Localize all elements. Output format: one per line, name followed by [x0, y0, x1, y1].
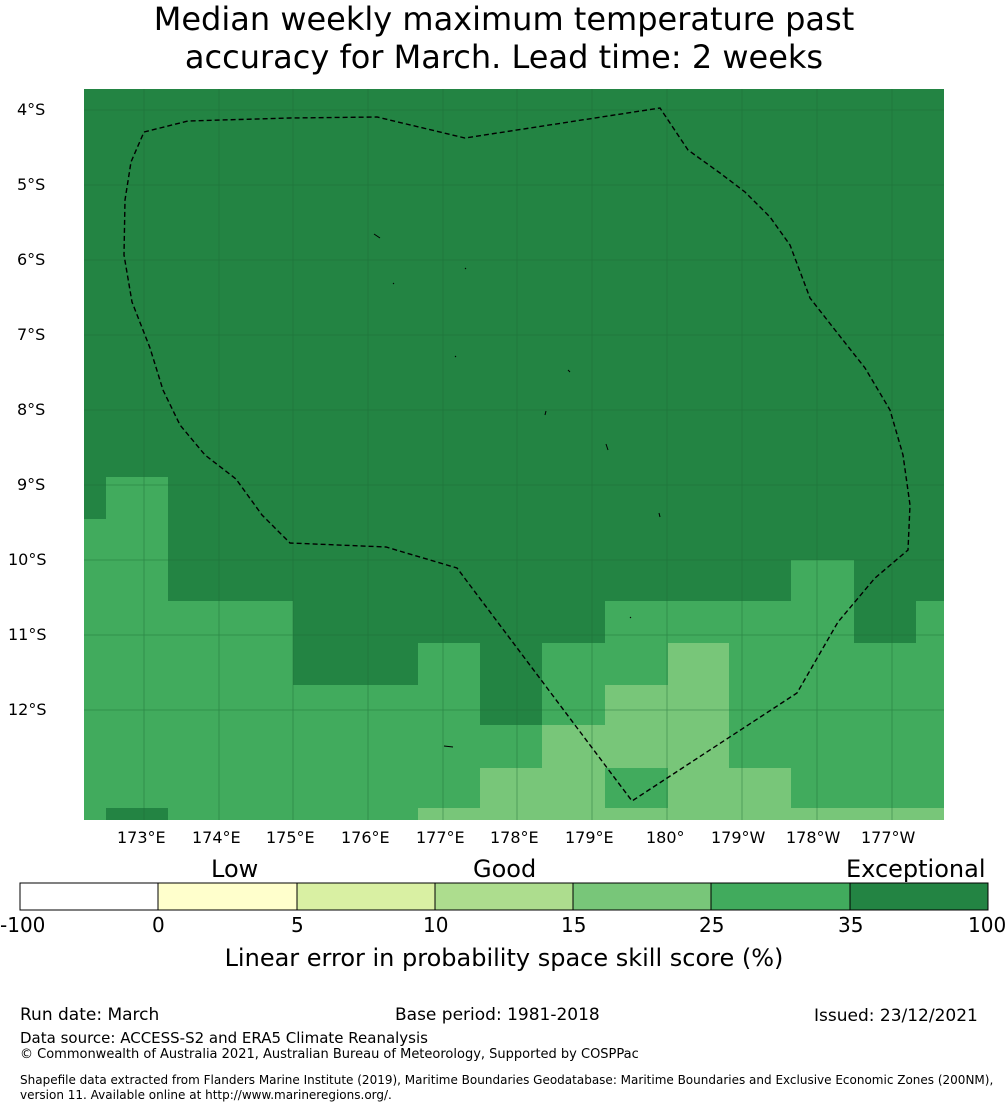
colorbar-frame [19, 882, 989, 911]
lon-label: 179°W [711, 828, 766, 847]
lat-label: 9°S [17, 475, 46, 494]
island-outline [567, 369, 571, 373]
island-outline [454, 355, 457, 358]
colorbar-segment [711, 883, 850, 910]
lon-label: 177°E [416, 828, 465, 847]
map-title-line-1: Median weekly maximum temperature past [153, 0, 855, 38]
skill-cell-dark [106, 808, 168, 820]
lat-label: 8°S [17, 400, 46, 419]
island-outline [544, 410, 547, 416]
island-outline [605, 443, 609, 451]
lat-label: 12°S [8, 700, 47, 719]
shapefile-credit-line-2: version 11. Available online at http://w… [20, 1088, 392, 1102]
lon-label: 178°E [490, 828, 539, 847]
colorbar-bound-label: -100 [0, 913, 46, 937]
colorbar-bound-label: 35 [838, 913, 864, 937]
colorbar-bound-label: 25 [699, 913, 725, 937]
colorbar [19, 882, 989, 911]
shapefile-credit-line-1: Shapefile data extracted from Flanders M… [20, 1073, 994, 1087]
islands [373, 233, 661, 748]
colorbar-bound-label: 0 [152, 913, 165, 937]
colorbar-segment [158, 883, 297, 910]
lon-label: 175°E [266, 828, 315, 847]
colorbar-dividers [157, 883, 851, 910]
lat-label: 10°S [8, 550, 47, 569]
colorbar-segment [850, 883, 988, 910]
lat-label: 11°S [8, 625, 47, 644]
colorbar-segment [573, 883, 711, 910]
run-date: Run date: March [20, 1005, 160, 1025]
island-outline [373, 233, 381, 239]
gridlines [84, 89, 944, 820]
island-outline [658, 512, 661, 518]
eez-boundary [123, 107, 911, 802]
skill-region-light [418, 643, 944, 820]
colorbar-category-exceptional: Exceptional [846, 855, 986, 883]
data-source: Data source: ACCESS-S2 and ERA5 Climate … [20, 1029, 428, 1047]
copyright: © Commonwealth of Australia 2021, Austra… [20, 1047, 639, 1062]
lon-label: 173°E [117, 828, 166, 847]
lat-label: 6°S [17, 250, 46, 269]
colorbar-title: Linear error in probability space skill … [224, 944, 784, 972]
map-title-line-2: accuracy for March. Lead time: 2 weeks [184, 38, 824, 76]
lon-label: 176°E [341, 828, 390, 847]
island-outline [629, 616, 632, 619]
colorbar-category-good: Good [473, 855, 537, 883]
colorbar-segment [297, 883, 435, 910]
colorbar-segment [435, 883, 573, 910]
base-period: Base period: 1981-2018 [395, 1005, 600, 1025]
skill-cell-medium [605, 768, 668, 808]
lon-label: 177°W [861, 828, 916, 847]
lon-label: 178°W [786, 828, 841, 847]
map-panel [84, 89, 944, 820]
issued-date: Issued: 23/12/2021 [814, 1006, 978, 1026]
lat-label: 5°S [17, 175, 46, 194]
colorbar-bound-label: 15 [561, 913, 587, 937]
island-outline [464, 267, 467, 270]
colorbar-segment [20, 883, 158, 910]
colorbar-bound-label: 100 [968, 913, 1007, 937]
lat-label: 7°S [17, 325, 46, 344]
lon-label: 179°E [565, 828, 614, 847]
island-outline [392, 282, 395, 285]
lon-label: 180° [646, 828, 685, 847]
lat-label: 4°S [17, 100, 46, 119]
colorbar-bound-label: 10 [423, 913, 449, 937]
island-outline [443, 745, 454, 748]
lon-label: 174°E [192, 828, 241, 847]
colorbar-bound-label: 5 [291, 913, 304, 937]
colorbar-category-low: Low [211, 855, 259, 883]
